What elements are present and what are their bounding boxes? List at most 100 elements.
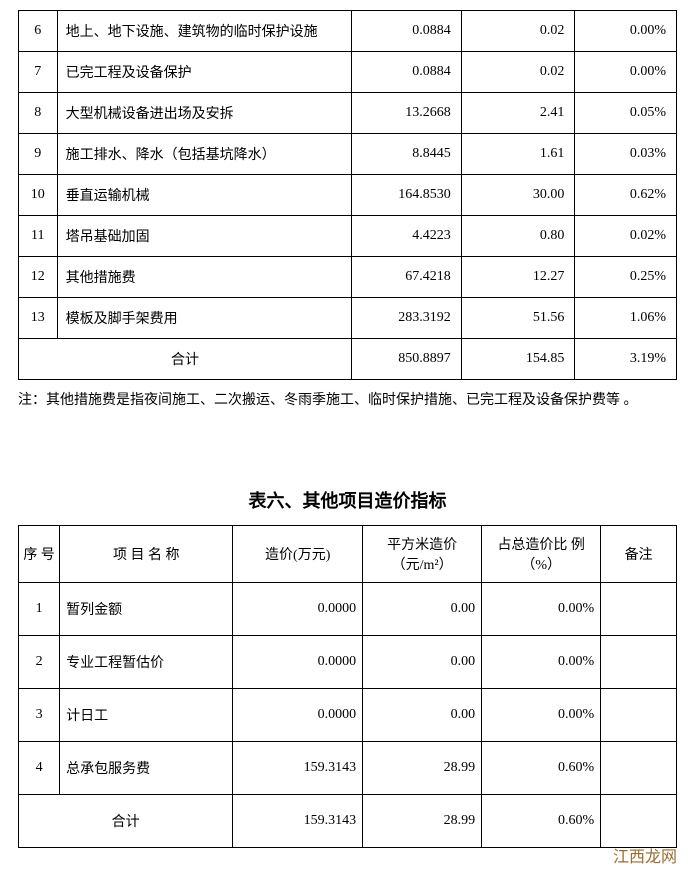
item-name: 大型机械设备进出场及安拆 — [57, 93, 351, 134]
table-row: 6地上、地下设施、建筑物的临时保护设施0.08840.020.00% — [19, 11, 677, 52]
cost-value: 0.0000 — [233, 583, 363, 636]
total-pct: 3.19% — [575, 339, 677, 380]
pct-value: 0.05% — [575, 93, 677, 134]
persqm-value: 12.27 — [461, 257, 575, 298]
item-name: 其他措施费 — [57, 257, 351, 298]
total-persqm: 154.85 — [461, 339, 575, 380]
pct-value: 0.25% — [575, 257, 677, 298]
persqm-value: 51.56 — [461, 298, 575, 339]
total-cost: 159.3143 — [233, 795, 363, 848]
remarks — [601, 636, 677, 689]
item-name: 计日工 — [60, 689, 233, 742]
total-persqm: 28.99 — [363, 795, 482, 848]
remarks — [601, 689, 677, 742]
row-number: 9 — [19, 134, 58, 175]
table-row: 12其他措施费67.421812.270.25% — [19, 257, 677, 298]
table2-header-row: 序 号 项 目 名 称 造价(万元) 平方米造价 （元/m²） 占总造价比 例（… — [19, 526, 677, 583]
total-pct: 0.60% — [482, 795, 601, 848]
item-name: 模板及脚手架费用 — [57, 298, 351, 339]
table-row: 13模板及脚手架费用283.319251.561.06% — [19, 298, 677, 339]
persqm-value: 0.00 — [363, 636, 482, 689]
pct-value: 0.00% — [482, 636, 601, 689]
table-row: 10垂直运输机械164.853030.000.62% — [19, 175, 677, 216]
persqm-value: 30.00 — [461, 175, 575, 216]
row-number: 11 — [19, 216, 58, 257]
table-total-row: 合计850.8897154.853.19% — [19, 339, 677, 380]
row-number: 4 — [19, 742, 60, 795]
cost-value: 4.4223 — [352, 216, 462, 257]
spacer — [18, 412, 677, 472]
cost-value: 13.2668 — [352, 93, 462, 134]
table-row: 4总承包服务费159.314328.990.60% — [19, 742, 677, 795]
total-label: 合计 — [19, 795, 233, 848]
col-header-name: 项 目 名 称 — [60, 526, 233, 583]
item-name: 总承包服务费 — [60, 742, 233, 795]
persqm-value: 0.80 — [461, 216, 575, 257]
persqm-value: 0.02 — [461, 11, 575, 52]
col-header-remarks: 备注 — [601, 526, 677, 583]
table-row: 11塔吊基础加固4.42230.800.02% — [19, 216, 677, 257]
col-header-cost: 造价(万元) — [233, 526, 363, 583]
row-number: 8 — [19, 93, 58, 134]
item-name: 地上、地下设施、建筑物的临时保护设施 — [57, 11, 351, 52]
item-name: 塔吊基础加固 — [57, 216, 351, 257]
table-row: 1暂列金额0.00000.000.00% — [19, 583, 677, 636]
item-name: 垂直运输机械 — [57, 175, 351, 216]
total-remarks — [601, 795, 677, 848]
pct-value: 0.62% — [575, 175, 677, 216]
pct-value: 0.03% — [575, 134, 677, 175]
watermark: 江西龙网 — [613, 843, 677, 867]
table-row: 9施工排水、降水（包括基坑降水）8.84451.610.03% — [19, 134, 677, 175]
total-label: 合计 — [19, 339, 352, 380]
table-total-row: 合计159.314328.990.60% — [19, 795, 677, 848]
persqm-value: 28.99 — [363, 742, 482, 795]
remarks — [601, 583, 677, 636]
col-header-num: 序 号 — [19, 526, 60, 583]
cost-value: 0.0000 — [233, 636, 363, 689]
table-row: 8大型机械设备进出场及安拆13.26682.410.05% — [19, 93, 677, 134]
table2-title: 表六、其他项目造价指标 — [18, 487, 677, 513]
pct-value: 0.00% — [482, 689, 601, 742]
row-number: 10 — [19, 175, 58, 216]
pct-value: 1.06% — [575, 298, 677, 339]
cost-value: 67.4218 — [352, 257, 462, 298]
cost-value: 159.3143 — [233, 742, 363, 795]
row-number: 6 — [19, 11, 58, 52]
item-name: 已完工程及设备保护 — [57, 52, 351, 93]
item-name: 暂列金额 — [60, 583, 233, 636]
row-number: 3 — [19, 689, 60, 742]
footnote: 注：其他措施费是指夜间施工、二次搬运、冬雨季施工、临时保护措施、已完工程及设备保… — [18, 390, 677, 412]
row-number: 7 — [19, 52, 58, 93]
other-items-cost-table: 序 号 项 目 名 称 造价(万元) 平方米造价 （元/m²） 占总造价比 例（… — [18, 525, 677, 848]
total-cost: 850.8897 — [352, 339, 462, 380]
measures-cost-table: 6地上、地下设施、建筑物的临时保护设施0.08840.020.00%7已完工程及… — [18, 10, 677, 380]
col-header-persqm: 平方米造价 （元/m²） — [363, 526, 482, 583]
persqm-value: 0.02 — [461, 52, 575, 93]
item-name: 专业工程暂估价 — [60, 636, 233, 689]
cost-value: 0.0884 — [352, 11, 462, 52]
cost-value: 8.8445 — [352, 134, 462, 175]
persqm-value: 1.61 — [461, 134, 575, 175]
cost-value: 0.0000 — [233, 689, 363, 742]
pct-value: 0.00% — [575, 11, 677, 52]
pct-value: 0.00% — [482, 583, 601, 636]
cost-value: 164.8530 — [352, 175, 462, 216]
col-header-pct: 占总造价比 例（%） — [482, 526, 601, 583]
remarks — [601, 742, 677, 795]
cost-value: 0.0884 — [352, 52, 462, 93]
table-row: 2专业工程暂估价0.00000.000.00% — [19, 636, 677, 689]
pct-value: 0.00% — [575, 52, 677, 93]
persqm-value: 2.41 — [461, 93, 575, 134]
row-number: 2 — [19, 636, 60, 689]
row-number: 13 — [19, 298, 58, 339]
table-row: 7已完工程及设备保护0.08840.020.00% — [19, 52, 677, 93]
persqm-value: 0.00 — [363, 583, 482, 636]
row-number: 12 — [19, 257, 58, 298]
cost-value: 283.3192 — [352, 298, 462, 339]
persqm-value: 0.00 — [363, 689, 482, 742]
pct-value: 0.02% — [575, 216, 677, 257]
table-row: 3计日工0.00000.000.00% — [19, 689, 677, 742]
item-name: 施工排水、降水（包括基坑降水） — [57, 134, 351, 175]
pct-value: 0.60% — [482, 742, 601, 795]
row-number: 1 — [19, 583, 60, 636]
